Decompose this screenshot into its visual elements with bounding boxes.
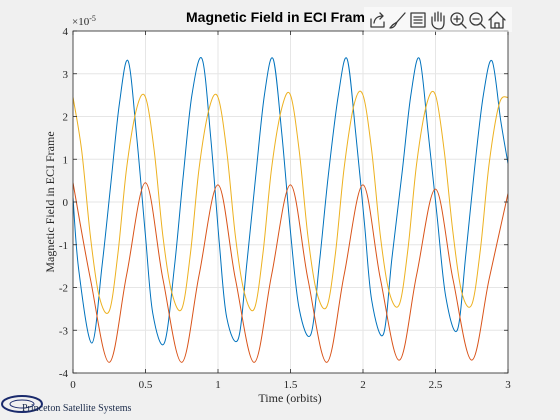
y-tick-label: 3 (63, 69, 69, 81)
y-tick-label: -2 (59, 283, 68, 295)
x-tick-label: 0 (70, 379, 76, 391)
brand-logo: Princeton Satellite Systems (1, 395, 132, 414)
export-icon[interactable] (368, 10, 388, 30)
x-axis-label: Time (orbits) (258, 391, 321, 405)
series-line-2 (73, 182, 508, 363)
chart-title: Magnetic Field in ECI Fram (186, 9, 365, 25)
x-tick-label: 3 (505, 379, 511, 391)
pan-hand-icon[interactable] (428, 10, 448, 30)
home-icon[interactable] (487, 10, 507, 30)
tick-labels: 0 0.5 1 1.5 2 2.5 3 -4 -3 -2 -1 0 1 2 3 4 (59, 26, 511, 391)
legend-icon[interactable] (408, 10, 428, 30)
x-tick-label: 2.5 (429, 379, 443, 391)
x-tick-label: 1.5 (284, 379, 298, 391)
zoom-out-icon[interactable] (467, 10, 487, 30)
y-axis-label: Magnetic Field in ECI Frame (43, 131, 57, 272)
y-tick-label: 1 (63, 154, 69, 166)
tick-marks (72, 30, 509, 374)
x-tick-label: 0.5 (139, 379, 153, 391)
figure-toolbar (364, 7, 512, 32)
y-tick-label: -4 (59, 368, 69, 380)
x-tick-label: 1 (215, 379, 221, 391)
x-tick-label: 2 (360, 379, 366, 391)
y-tick-label: -3 (59, 325, 69, 337)
y-tick-label: 0 (63, 197, 69, 209)
series-line-1 (73, 57, 508, 346)
y-tick-label: 2 (63, 112, 69, 124)
y-tick-label: 4 (63, 26, 69, 38)
series-layer (73, 57, 508, 363)
y-tick-label: -1 (59, 240, 68, 252)
zoom-in-icon[interactable] (448, 10, 468, 30)
brand-text: Princeton Satellite Systems (22, 403, 132, 414)
y-exponent-label: ×10-5 (72, 14, 96, 28)
brush-icon[interactable] (388, 10, 408, 30)
series-line-3 (73, 90, 508, 314)
